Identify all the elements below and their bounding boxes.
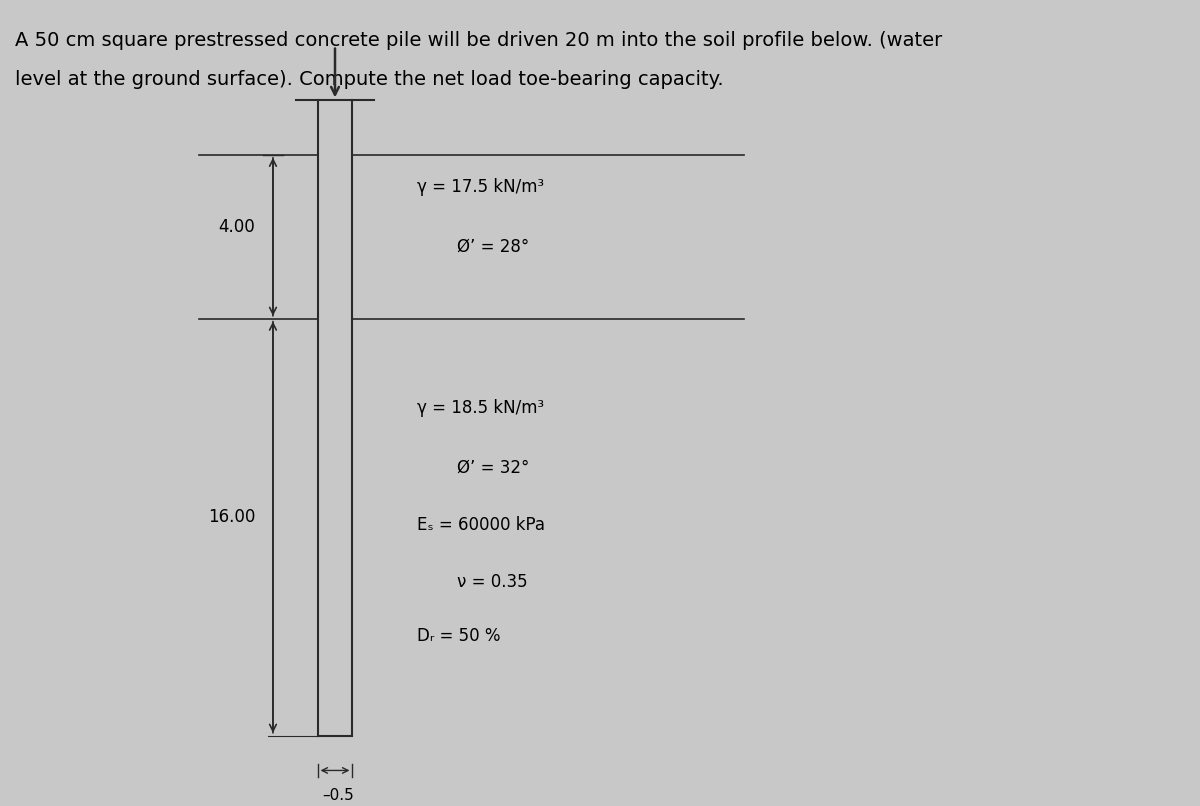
Text: A 50 cm square prestressed concrete pile will be driven 20 m into the soil profi: A 50 cm square prestressed concrete pile… <box>14 31 942 50</box>
Text: –0.5: –0.5 <box>323 788 354 804</box>
Text: γ = 17.5 kN/m³: γ = 17.5 kN/m³ <box>416 178 544 196</box>
Text: γ = 18.5 kN/m³: γ = 18.5 kN/m³ <box>416 399 544 417</box>
Text: Dᵣ = 50 %: Dᵣ = 50 % <box>416 627 500 646</box>
Text: 16.00: 16.00 <box>209 509 256 526</box>
Text: Ø’ = 32°: Ø’ = 32° <box>456 459 529 476</box>
Text: Eₛ = 60000 kPa: Eₛ = 60000 kPa <box>416 516 545 534</box>
Text: 4.00: 4.00 <box>218 218 256 236</box>
Text: ν = 0.35: ν = 0.35 <box>456 573 527 591</box>
Text: Ø’ = 28°: Ø’ = 28° <box>456 238 529 256</box>
Text: level at the ground surface). Compute the net load toe-bearing capacity.: level at the ground surface). Compute th… <box>14 70 724 89</box>
